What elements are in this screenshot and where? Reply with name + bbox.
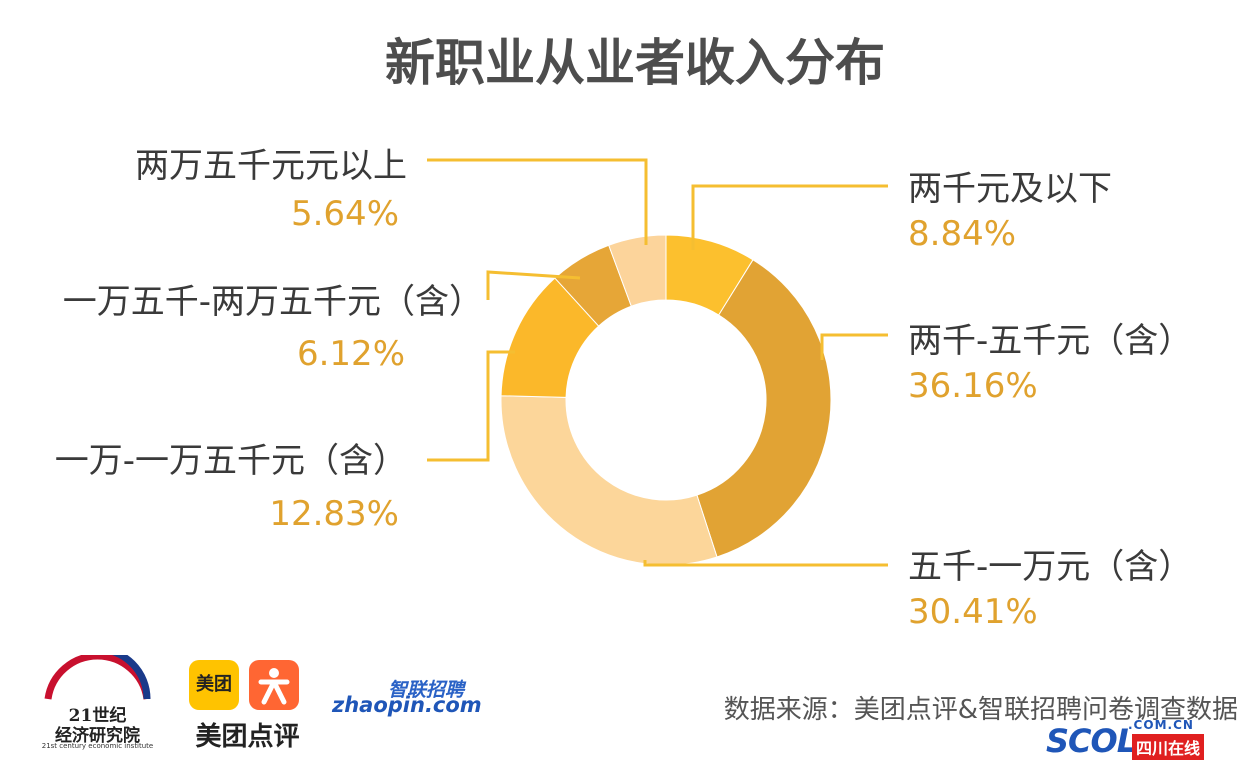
value-label-3: 30.41% bbox=[908, 592, 1038, 632]
donut-slices bbox=[500, 234, 832, 566]
value-label-1: 8.84% bbox=[908, 214, 1016, 254]
category-label-1: 两千元及以下 bbox=[908, 169, 1112, 209]
leader-line-1 bbox=[691, 184, 888, 250]
meituan-logo: 美团 美团点评 bbox=[185, 660, 310, 752]
value-label-6: 5.64% bbox=[291, 194, 399, 234]
leader-line-6 bbox=[427, 158, 648, 245]
dianping-person-icon bbox=[249, 660, 299, 710]
category-label-4: 一万-一万五千元（含） bbox=[55, 441, 407, 481]
scol-domain: .COM.CN bbox=[1128, 718, 1194, 732]
category-label-2: 两千-五千元（含） bbox=[908, 321, 1192, 361]
institute-logo: 21世纪 经济研究院 21st century economic institu… bbox=[40, 655, 155, 755]
zhaopin-logo: 智联招聘 zhaopin.com bbox=[330, 675, 482, 725]
scol-site-name: 四川在线 bbox=[1132, 734, 1205, 760]
leader-line-2 bbox=[820, 333, 888, 360]
slice-3 bbox=[500, 395, 718, 566]
institute-name-2: 经济研究院 bbox=[55, 726, 140, 746]
leader-line-5 bbox=[486, 270, 581, 300]
institute-subtitle: 21st century economic institute bbox=[41, 742, 154, 750]
scol-mark: SCOL bbox=[1046, 722, 1137, 760]
institute-name: 21世纪 bbox=[68, 706, 127, 726]
meituan-box: 美团 bbox=[189, 660, 239, 710]
category-label-6: 两万五千元元以上 bbox=[135, 146, 407, 186]
leader-line-4 bbox=[427, 350, 515, 462]
data-source-note: 数据来源：美团点评&智联招聘问卷调查数据 bbox=[724, 695, 1238, 725]
category-label-5: 一万五千-两万五千元（含） bbox=[63, 282, 483, 322]
scol-logo: .COM.CN SCOL 四川在线 bbox=[1046, 718, 1221, 762]
value-label-2: 36.16% bbox=[908, 366, 1038, 406]
chart-title: 新职业从业者收入分布 bbox=[385, 34, 885, 92]
value-label-4: 12.83% bbox=[269, 494, 399, 534]
zhaopin-en-name: zhaopin.com bbox=[332, 693, 482, 717]
slice-labels: 两千元及以下 8.84% 两千-五千元（含） 36.16% 五千-一万元（含） 30.41… bbox=[55, 146, 1193, 632]
zhaopin-cn-name: 智联招聘 bbox=[388, 679, 465, 701]
value-label-5: 6.12% bbox=[297, 334, 405, 374]
institute-arc-blue-icon bbox=[111, 655, 151, 700]
slice-6 bbox=[608, 234, 667, 307]
leader-lines bbox=[427, 158, 888, 567]
meituan-name: 美团点评 bbox=[195, 722, 300, 752]
leader-line-3 bbox=[643, 560, 888, 567]
category-label-3: 五千-一万元（含） bbox=[908, 547, 1192, 587]
